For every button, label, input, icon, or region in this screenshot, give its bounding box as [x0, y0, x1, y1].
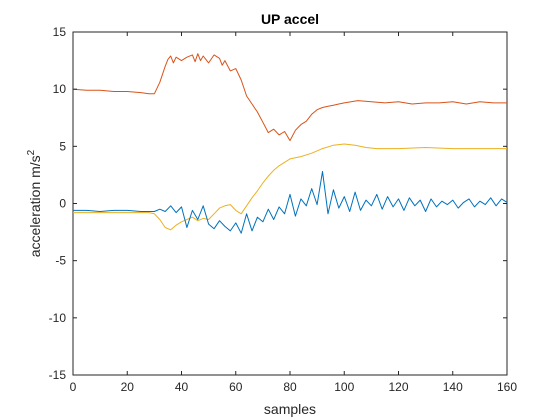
chart-title: UP accel [261, 11, 319, 27]
x-axis-label: samples [264, 401, 316, 417]
x-tick-label: 0 [70, 380, 77, 394]
y-tick-label: -10 [49, 311, 67, 325]
x-tick-label: 140 [443, 380, 463, 394]
y-axis-label-superscript: 2 [26, 149, 37, 155]
y-axis-label: acceleration m/s2 [26, 149, 43, 257]
x-tick-label: 20 [121, 380, 135, 394]
series-line-1 [72, 53, 507, 142]
tick-layer: 0 20 40 60 80 100 120 140 160 -15 -10 -5 0 5 10 15 [49, 25, 518, 394]
x-tick-label: 160 [497, 380, 517, 394]
series-line-3 [73, 171, 508, 234]
y-tick-label: 0 [59, 197, 66, 211]
x-tick-label: 40 [175, 380, 189, 394]
plot-area [72, 31, 508, 376]
y-tick-label: -15 [49, 368, 67, 382]
series-line-2 [73, 143, 507, 231]
y-tick-label: 15 [53, 25, 67, 39]
x-tick-label: 60 [229, 380, 243, 394]
y-tick-label: -5 [55, 254, 66, 268]
y-axis-label-text: acceleration m/s [27, 155, 43, 257]
x-tick-label: 80 [283, 380, 297, 394]
y-tick-label: 5 [59, 139, 66, 153]
series-layer [72, 53, 508, 234]
x-tick-label: 100 [334, 380, 354, 394]
x-tick-label: 120 [388, 380, 408, 394]
y-tick-label: 10 [53, 82, 67, 96]
